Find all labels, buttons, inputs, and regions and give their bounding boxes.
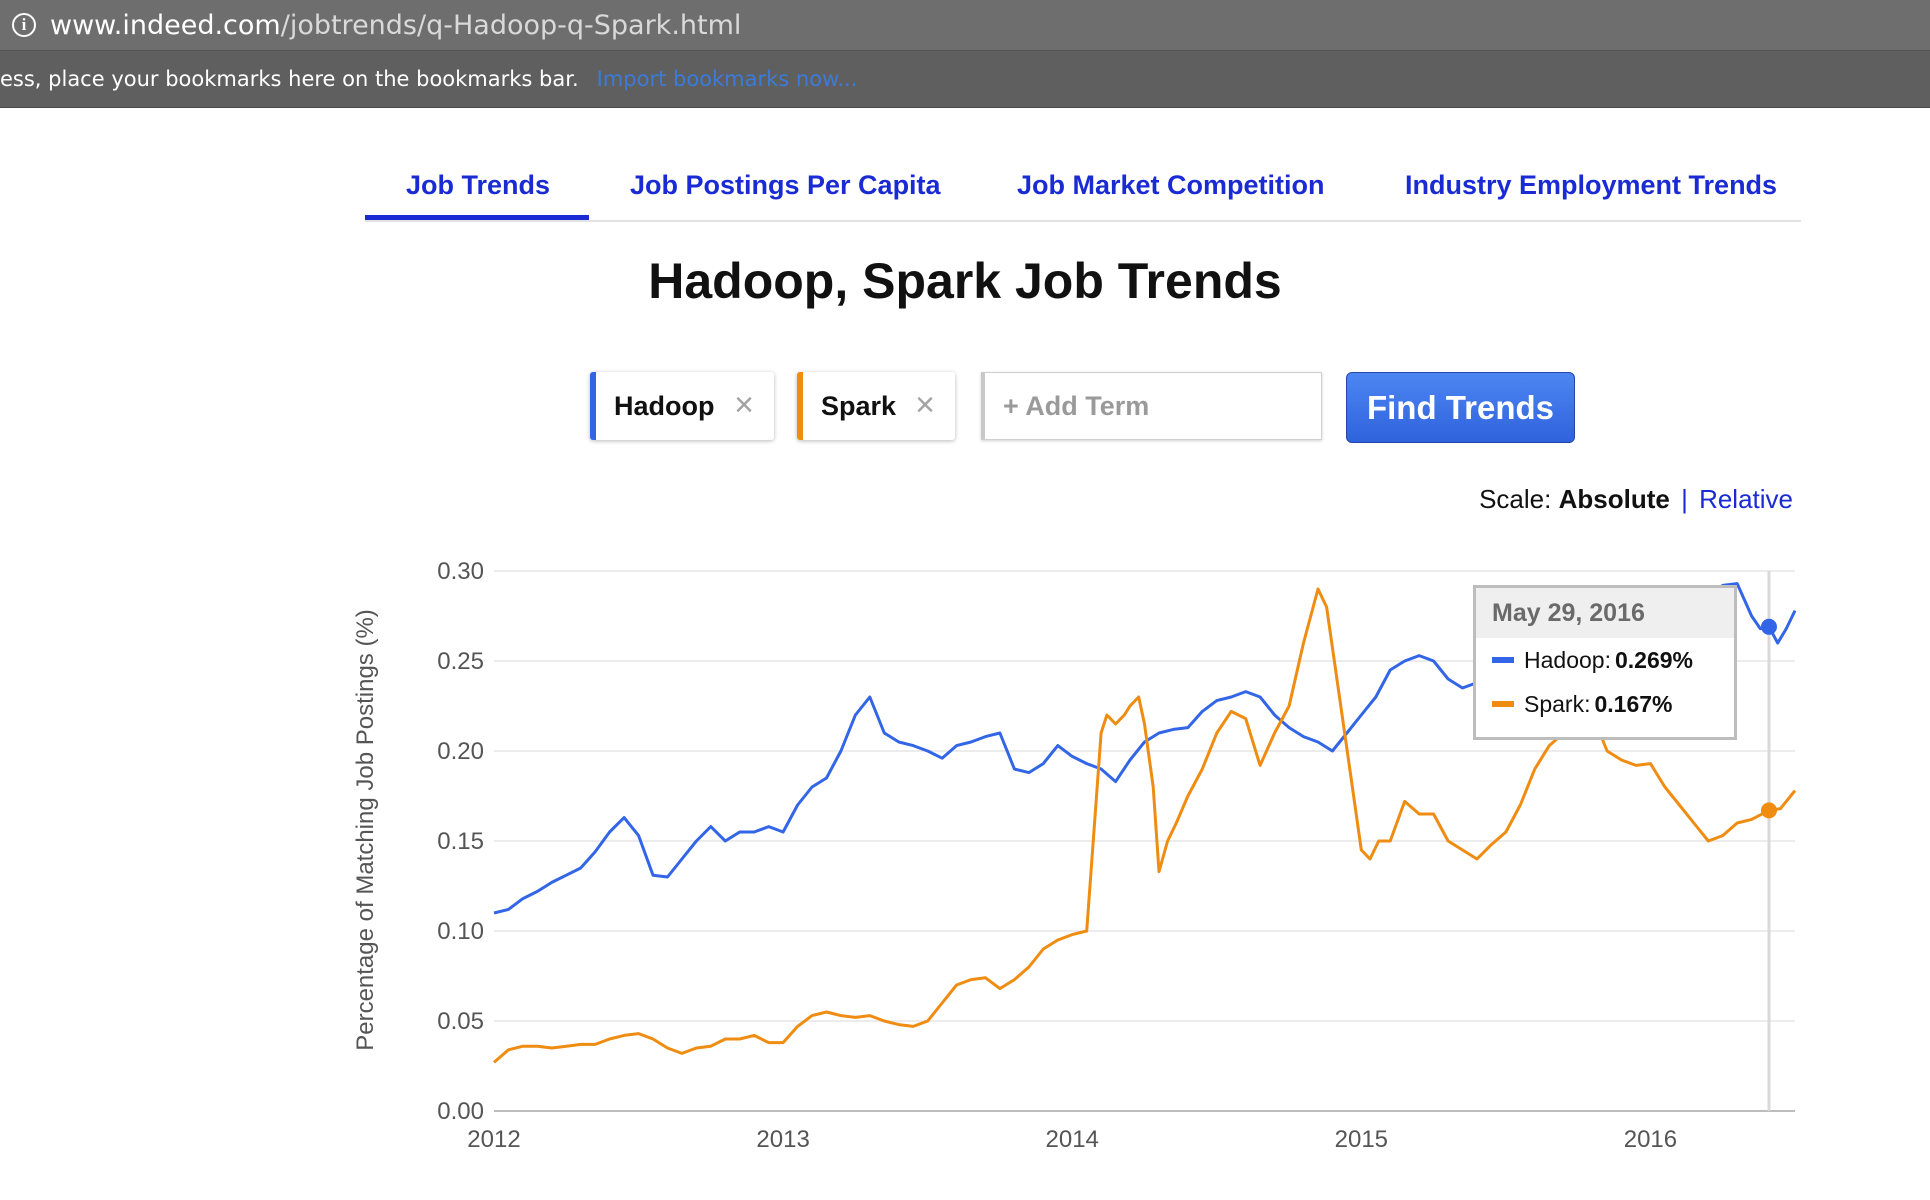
- scale-relative-link[interactable]: Relative: [1699, 484, 1793, 514]
- scale-separator: |: [1681, 484, 1688, 514]
- y-tick-label: 0.25: [437, 648, 484, 675]
- hover-point-hadoop: [1760, 618, 1777, 635]
- y-axis-label: Percentage of Matching Job Postings (%): [352, 609, 379, 1051]
- hover-tooltip: May 29, 2016 Hadoop: 0.269% Spark: 0.167…: [1473, 585, 1737, 740]
- term-label: Spark: [821, 390, 897, 421]
- scale-label: Scale:: [1479, 484, 1552, 514]
- y-tick-label: 0.20: [437, 738, 484, 765]
- remove-term-icon[interactable]: ×: [915, 386, 935, 424]
- hover-point-spark: [1760, 802, 1777, 819]
- y-tick-label: 0.10: [437, 918, 484, 945]
- x-tick-label: 2014: [1046, 1126, 1099, 1153]
- bookmarks-message: ess, place your bookmarks here on the bo…: [0, 67, 579, 91]
- tooltip-separator: :: [1604, 646, 1611, 673]
- term-label: Hadoop: [614, 390, 715, 421]
- term-chip-spark: Spark ×: [797, 372, 955, 440]
- add-term-input[interactable]: [981, 372, 1322, 440]
- x-tick-label: 2016: [1624, 1126, 1677, 1153]
- x-tick-label: 2013: [756, 1126, 809, 1153]
- tooltip-date: May 29, 2016: [1476, 588, 1734, 638]
- url-path: /jobtrends/q-Hadoop-q-Spark.html: [280, 9, 742, 41]
- tooltip-row-spark: Spark: 0.167%: [1476, 682, 1734, 726]
- scale-absolute: Absolute: [1558, 484, 1670, 514]
- term-chip-hadoop: Hadoop ×: [590, 372, 774, 440]
- url-host: www.indeed.com: [50, 9, 281, 41]
- address-bar[interactable]: i www.indeed.com/jobtrends/q-Hadoop-q-Sp…: [0, 0, 1930, 51]
- tooltip-value: 0.269%: [1614, 646, 1693, 673]
- tooltip-value: 0.167%: [1594, 690, 1673, 717]
- import-bookmarks-link[interactable]: Import bookmarks now...: [596, 67, 858, 91]
- tooltip-separator: :: [1584, 690, 1591, 717]
- tooltip-series-name: Spark: [1524, 690, 1585, 717]
- bookmarks-bar: ess, place your bookmarks here on the bo…: [0, 51, 1930, 108]
- tooltip-row-hadoop: Hadoop: 0.269%: [1476, 638, 1734, 682]
- y-tick-label: 0.00: [437, 1098, 484, 1125]
- remove-term-icon[interactable]: ×: [734, 386, 754, 424]
- page-title: Hadoop, Spark Job Trends: [648, 253, 1282, 309]
- info-icon[interactable]: i: [12, 13, 36, 37]
- y-tick-label: 0.30: [437, 558, 484, 585]
- tooltip-series-name: Hadoop: [1524, 646, 1605, 673]
- active-tab-indicator: [365, 215, 589, 220]
- y-tick-label: 0.05: [437, 1008, 484, 1035]
- legend-swatch: [1492, 701, 1514, 707]
- y-tick-label: 0.15: [437, 828, 484, 855]
- scale-toggle: Scale: Absolute | Relative: [1479, 484, 1793, 515]
- trend-tabs: Job Trends Job Postings Per Capita Job M…: [365, 160, 1801, 222]
- tab-job-postings-per-capita[interactable]: Job Postings Per Capita: [630, 170, 941, 200]
- tab-job-trends[interactable]: Job Trends: [406, 170, 551, 200]
- tab-job-market-competition[interactable]: Job Market Competition: [1017, 170, 1325, 200]
- tab-industry-employment-trends[interactable]: Industry Employment Trends: [1405, 170, 1778, 200]
- legend-swatch: [1492, 657, 1514, 663]
- x-tick-label: 2015: [1335, 1126, 1388, 1153]
- find-trends-button[interactable]: Find Trends: [1346, 372, 1575, 443]
- x-tick-label: 2012: [467, 1126, 520, 1153]
